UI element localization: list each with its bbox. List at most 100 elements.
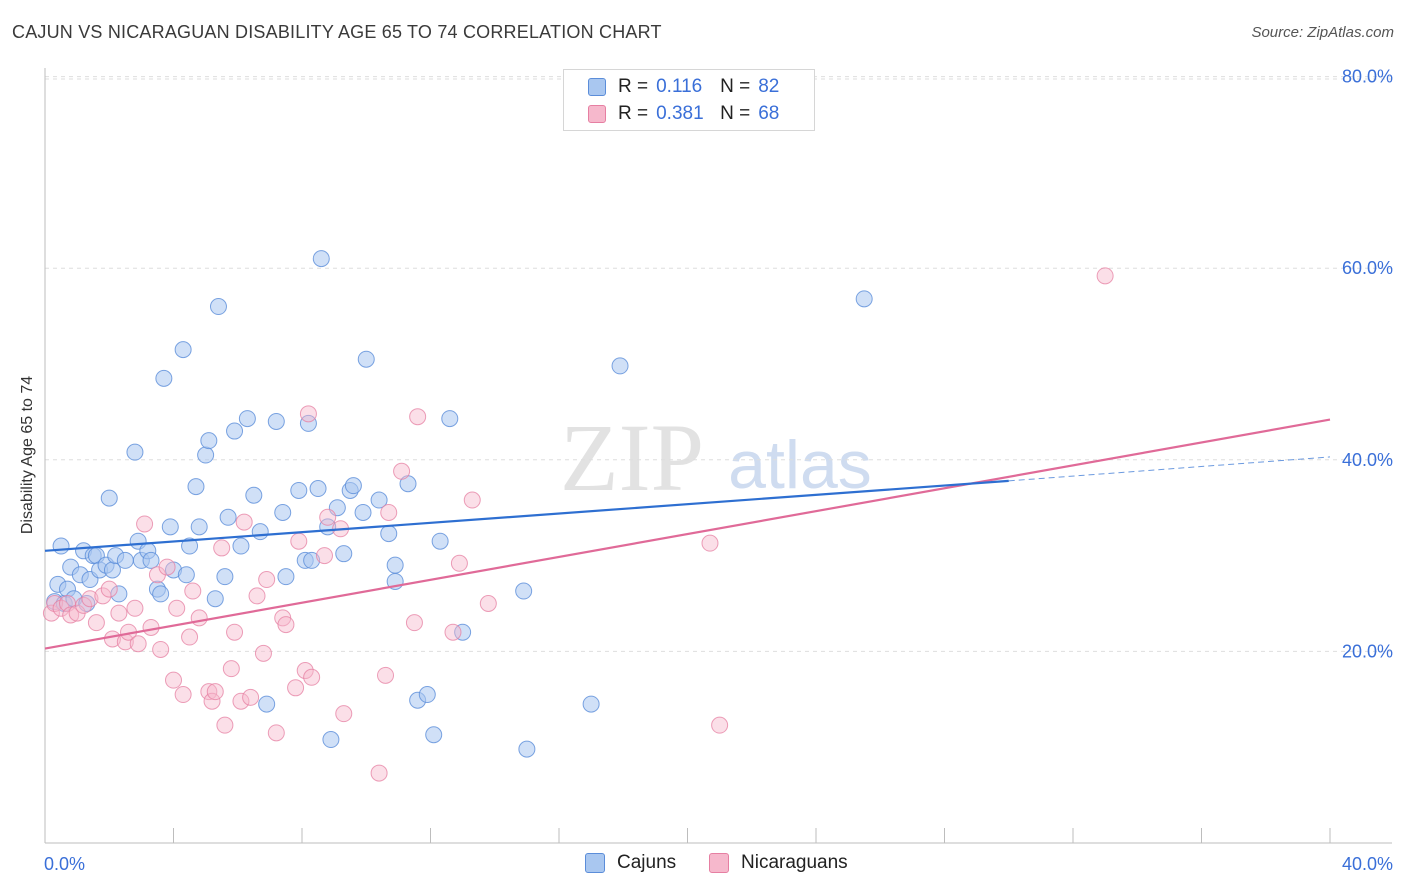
- legend-r-label: R =: [618, 76, 649, 97]
- nicaraguan-point: [213, 539, 231, 557]
- nicaraguan-point: [174, 686, 192, 704]
- grid-layer: [45, 76, 1392, 652]
- cajun-point: [380, 525, 398, 543]
- nicaraguan-point: [165, 671, 182, 689]
- nicaraguan-point: [287, 679, 305, 697]
- cajun-point: [855, 290, 873, 308]
- legend-row-cajun: R = 0.116 N = 82: [588, 76, 779, 98]
- cajun-point: [431, 532, 449, 550]
- nicaraguan-point: [254, 644, 272, 662]
- y-axis-label: Disability Age 65 to 74: [19, 375, 36, 535]
- nicaraguan-point: [335, 705, 353, 723]
- y-tick-label: 60.0%: [1342, 258, 1393, 278]
- cajun-point: [515, 582, 533, 600]
- cajun-point: [219, 508, 237, 526]
- cajun-swatch: [585, 853, 605, 873]
- nicaraguan-point: [100, 580, 118, 598]
- nicaraguan-point: [129, 635, 147, 653]
- cajun-point: [312, 250, 330, 268]
- cajun-points: [46, 250, 873, 758]
- nicaraguan-points: [42, 267, 1114, 782]
- cajun-point: [116, 551, 134, 569]
- cajun-point: [309, 480, 327, 498]
- legend-item-nicaraguans: Nicaraguans: [709, 852, 848, 874]
- cajun-swatch: [588, 78, 606, 96]
- nicaraguan-point: [75, 596, 93, 614]
- nicaraguan-point: [136, 515, 154, 533]
- cajun-point: [209, 298, 227, 316]
- cajun-point: [177, 566, 195, 584]
- cajun-point: [518, 740, 536, 758]
- x-tick-label: 40.0%: [1342, 854, 1393, 874]
- nicaraguan-point: [450, 554, 468, 572]
- nicaraguan-point: [319, 508, 337, 526]
- legend-label-nicaraguans: Nicaraguans: [741, 852, 848, 873]
- nicaraguan-point: [380, 503, 398, 521]
- nicaraguan-point: [701, 534, 719, 552]
- axis-layer: 20.0% 40.0% 60.0% 80.0% 0.0% 40.0%: [44, 67, 1393, 874]
- chart-title: CAJUN VS NICARAGUAN DISABILITY AGE 65 TO…: [12, 22, 662, 42]
- nicaraguan-point: [1096, 267, 1114, 285]
- cajun-point: [258, 695, 276, 713]
- trend-layer: [44, 418, 1331, 650]
- nicaraguan-point: [200, 683, 218, 701]
- cajun-point: [344, 477, 362, 495]
- y-tick-label: 20.0%: [1342, 641, 1393, 661]
- cajun-point: [370, 491, 388, 509]
- cajun-point: [226, 422, 244, 440]
- nicaraguan-point: [444, 623, 462, 641]
- cajun-point: [216, 568, 234, 586]
- nicaraguan-point: [222, 660, 240, 678]
- cajun-point: [418, 686, 436, 704]
- nicaraguan-point: [181, 628, 199, 646]
- cajun-point: [274, 503, 292, 521]
- y-tick-label: 80.0%: [1342, 67, 1393, 87]
- cajun-point: [232, 537, 250, 555]
- cajun-point: [152, 585, 170, 603]
- legend-r-value: 0.116: [656, 76, 703, 97]
- nicaraguan-point: [158, 558, 176, 576]
- nicaraguan-point: [290, 532, 308, 550]
- legend-n-label: N =: [720, 103, 751, 124]
- nicaraguan-point: [463, 491, 481, 509]
- nicaraguan-point: [479, 595, 497, 612]
- cajun-point: [155, 369, 173, 387]
- x-tick-label: 0.0%: [44, 854, 85, 874]
- legend-row-nicaraguan: R = 0.381 N = 68: [588, 103, 779, 125]
- legend-n-value: 68: [758, 103, 780, 124]
- nicaraguan-point: [296, 662, 314, 680]
- cajun-point: [357, 350, 375, 368]
- nicaraguan-point: [258, 571, 276, 589]
- cajun-point: [181, 537, 199, 555]
- cajun-point: [245, 486, 263, 504]
- cajun-point: [299, 414, 317, 432]
- cajun-point: [441, 410, 459, 428]
- cajun-point: [187, 478, 205, 496]
- source-label: Source: ZipAtlas.com: [1251, 24, 1394, 41]
- cajun-point: [322, 731, 340, 749]
- cajun-point: [425, 726, 443, 744]
- nicaraguan-point: [87, 614, 105, 632]
- cajun-trend-line: [44, 479, 1009, 552]
- cajun-point: [142, 551, 160, 569]
- nicaraguan-point: [409, 408, 427, 426]
- y-tick-label: 40.0%: [1342, 450, 1393, 470]
- cajun-point: [303, 551, 321, 569]
- nicaraguan-point: [168, 599, 186, 617]
- legend-r-value: 0.381: [656, 103, 704, 124]
- cajun-point: [454, 623, 472, 641]
- legend-r-label: R =: [618, 103, 649, 124]
- cajun-point: [611, 357, 629, 375]
- nicaraguan-swatch: [709, 853, 729, 873]
- legend-stats: R = 0.116 N = 82 R = 0.381 N = 68: [563, 69, 815, 131]
- nicaraguan-point: [190, 609, 208, 627]
- cajun-point: [251, 523, 269, 541]
- nicaraguan-point: [405, 614, 423, 632]
- cajun-point: [174, 341, 192, 359]
- nicaraguan-point: [126, 599, 144, 617]
- nicaraguan-trend-line: [44, 418, 1331, 650]
- cajun-point: [354, 503, 372, 521]
- cajun-point: [267, 412, 285, 430]
- nicaraguan-point: [81, 590, 99, 608]
